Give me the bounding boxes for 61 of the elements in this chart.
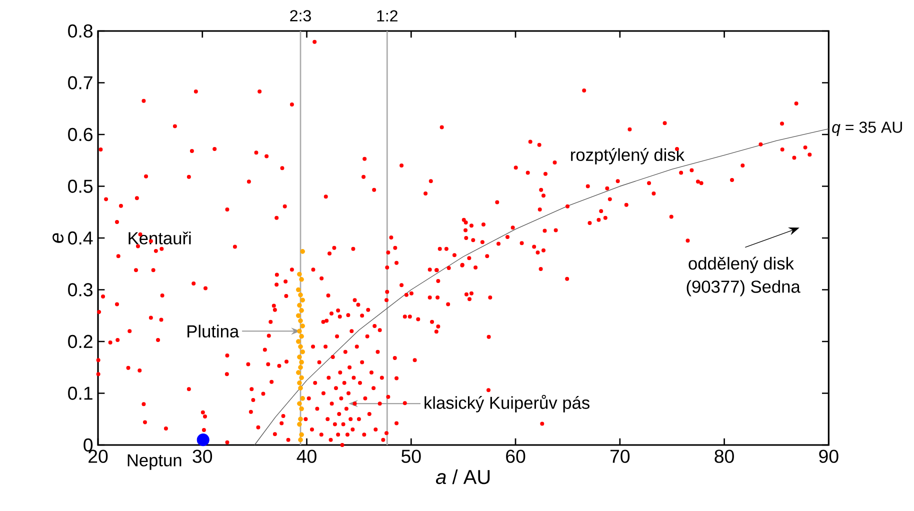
y-tick-label: 0.1 xyxy=(68,386,92,400)
x-tick-label: 80 xyxy=(714,450,734,463)
y-tick-label: 0.8 xyxy=(68,24,92,38)
point xyxy=(300,324,305,328)
y-tick-label: 0.7 xyxy=(68,76,92,90)
point xyxy=(297,272,302,277)
y-tick-label: 0.6 xyxy=(68,128,92,142)
point xyxy=(299,334,304,339)
point xyxy=(299,375,304,380)
x-tick-label: 50 xyxy=(402,450,421,463)
point xyxy=(298,344,303,350)
annotation: Plutina xyxy=(188,324,240,338)
point xyxy=(298,437,303,442)
point xyxy=(300,298,305,302)
point xyxy=(296,313,301,318)
annotation: klasický Kuiperův pás xyxy=(424,394,590,412)
y-tick-label: 0.5 xyxy=(68,180,93,193)
x-tick-label: 20 xyxy=(88,450,108,463)
point xyxy=(296,287,301,292)
point xyxy=(297,302,302,308)
point xyxy=(298,386,303,390)
x-axis-title: a / AU xyxy=(436,469,490,484)
point xyxy=(196,434,210,446)
x-tick-label: 70 xyxy=(610,450,630,463)
annotation: (90377) Sedna xyxy=(686,280,800,296)
point xyxy=(296,370,301,375)
point xyxy=(299,406,304,412)
annotation: 2:3 xyxy=(290,10,311,22)
point xyxy=(298,416,303,422)
series-label: q = 35 AU xyxy=(832,122,902,136)
annotation: 1:2 xyxy=(377,10,398,22)
point xyxy=(300,396,305,401)
point xyxy=(299,308,304,313)
y-tick-label: 0 xyxy=(84,438,93,452)
x-tick-label: 90 xyxy=(819,450,838,463)
point xyxy=(299,277,304,282)
point xyxy=(297,354,302,360)
annotation: oddělený disk xyxy=(688,256,794,274)
annotation: Kentauři xyxy=(128,232,191,244)
point xyxy=(298,292,303,298)
annotation: rozptýlený disk xyxy=(571,148,685,164)
point xyxy=(299,432,304,438)
point xyxy=(296,339,301,344)
y-tick-label: 0.2 xyxy=(68,334,92,348)
annotation: Neptun xyxy=(128,454,182,470)
x-tick-label: 60 xyxy=(506,450,526,463)
x-tick-label: 40 xyxy=(296,450,316,463)
y-axis-title: e xyxy=(52,233,64,243)
point xyxy=(297,380,302,386)
point xyxy=(297,328,302,334)
y-tick-label: 0.4 xyxy=(68,231,93,245)
point xyxy=(298,318,303,324)
x-tick-label: 30 xyxy=(192,450,212,463)
point xyxy=(300,249,305,254)
point xyxy=(298,364,303,370)
point xyxy=(300,349,305,354)
point xyxy=(297,422,302,427)
y-tick-label: 0.3 xyxy=(68,283,92,296)
point xyxy=(297,401,302,406)
line-series xyxy=(254,128,830,446)
point xyxy=(299,360,304,365)
